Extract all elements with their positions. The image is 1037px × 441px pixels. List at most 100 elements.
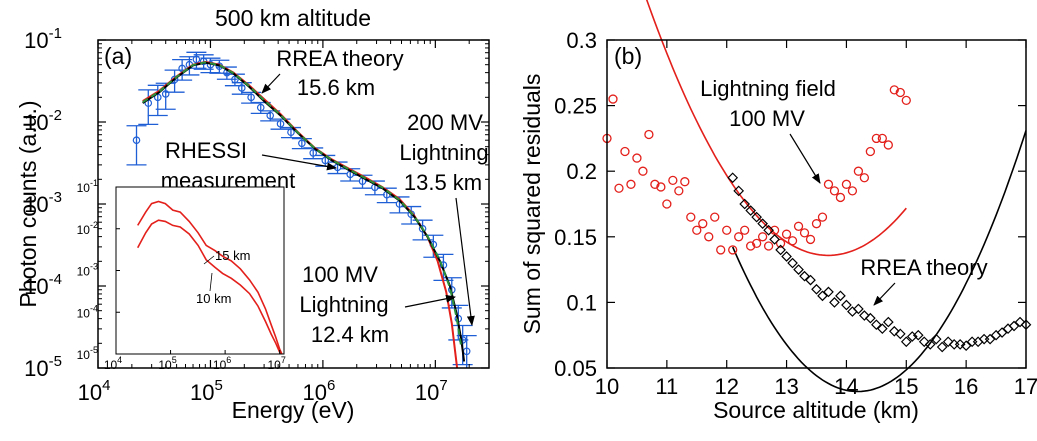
inset-x-tick-label: 107 xyxy=(267,355,285,372)
residual-point-rrea xyxy=(876,323,888,334)
panel-b-frame xyxy=(606,39,1027,369)
residual-point-lightning xyxy=(704,232,714,242)
inset-x-tick-label: 106 xyxy=(213,355,231,372)
residual-point-rrea xyxy=(727,172,739,184)
rhessi-data-point xyxy=(418,224,427,233)
residual-point-rrea xyxy=(853,303,864,315)
residual-point-rrea xyxy=(1008,320,1020,332)
panel-b-ylabel: Sum of squared residuals xyxy=(519,74,545,335)
rhessi-data-point xyxy=(132,136,141,144)
residual-point-lightning xyxy=(674,186,684,196)
residual-point-rrea xyxy=(859,310,870,321)
panel-a-xlabel: Energy (eV) xyxy=(232,397,355,423)
annotation-200mv-arrow xyxy=(455,197,475,326)
panel-b-x-tick-label: 10 xyxy=(595,374,619,399)
residual-point-lightning xyxy=(901,95,911,106)
rhessi-data-point xyxy=(276,120,285,128)
annotation-rrea-theory-line2: 15.6 km xyxy=(297,75,375,100)
panel-a-label: (a) xyxy=(104,43,132,69)
residual-point-lightning xyxy=(734,232,744,242)
residual-point-rrea xyxy=(996,327,1008,338)
residual-point-rrea xyxy=(739,198,751,210)
residual-point-rrea xyxy=(829,297,840,308)
inset-ticks: 104 105 106 107 10-5 10-4 10-3 10-2 10-1 xyxy=(77,178,286,372)
residual-point-rrea xyxy=(948,339,960,350)
panel-b: 10 11 12 13 14 15 16 17 0.05 0.1 0.15 0.2 0.25 0.3 (b… xyxy=(519,0,1037,423)
inset-spectrum-line-0 xyxy=(137,200,283,355)
residual-point-rrea xyxy=(990,329,1002,341)
residual-point-rrea xyxy=(900,336,912,348)
residual-point-rrea xyxy=(966,336,978,348)
annotation-lightning-field-arrow xyxy=(789,133,821,184)
residual-point-lightning xyxy=(781,229,792,239)
residual-point-rrea xyxy=(841,299,852,311)
rhessi-data-point xyxy=(321,156,330,165)
residual-point-lightning xyxy=(853,166,864,176)
panel-b-x-tick-label: 15 xyxy=(894,374,918,399)
residual-point-rrea xyxy=(906,331,918,342)
residual-point-lightning xyxy=(686,212,696,222)
inset-background xyxy=(116,187,284,354)
residual-point-rrea xyxy=(960,340,972,352)
residual-point-rrea xyxy=(972,336,984,348)
residual-point-lightning xyxy=(656,182,666,192)
residual-point-rrea xyxy=(781,251,792,262)
residual-point-lightning xyxy=(757,232,768,242)
residual-point-lightning xyxy=(638,166,648,176)
residual-point-rrea xyxy=(942,336,954,348)
residual-point-rrea xyxy=(954,339,966,350)
residual-point-lightning xyxy=(722,225,732,235)
residual-point-lightning xyxy=(829,186,840,196)
residual-point-lightning xyxy=(716,245,726,255)
spectrum-line-3 xyxy=(142,61,463,348)
rhessi-data-point xyxy=(161,90,170,98)
residual-point-lightning xyxy=(662,199,672,209)
panel-b-label: (b) xyxy=(614,43,642,69)
residual-point-rrea xyxy=(811,283,822,295)
panel-b-y-tick-label: 0.3 xyxy=(566,28,597,53)
residual-point-rrea xyxy=(769,234,780,245)
inset-label-10km: 10 km xyxy=(196,291,231,306)
residual-point-rrea xyxy=(918,336,930,348)
annotation-100mv-line3: 12.4 km xyxy=(311,322,389,347)
annotation-rrea-theory-b: RREA theory xyxy=(860,255,987,280)
panel-a-ticks: 104 105 106 107 10-5 10-4 10-3 10-2 10-1 xyxy=(24,25,490,405)
panel-a-ylabel: Photon counts (a.u.) xyxy=(15,100,41,307)
panel-a-x-tick-label: 105 xyxy=(190,377,223,405)
residual-point-lightning xyxy=(692,225,702,235)
inset-y-tick-label: 10-4 xyxy=(77,303,98,320)
residual-point-lightning xyxy=(871,133,882,144)
residual-point-rrea xyxy=(823,286,834,298)
residual-point-rrea xyxy=(912,329,924,341)
panel-b-x-tick-label: 16 xyxy=(954,374,978,399)
rhessi-data-point xyxy=(237,84,246,92)
annotation-rrea-arrow xyxy=(261,73,281,94)
inset-label-15km: 15 km xyxy=(215,248,250,263)
residual-point-rrea xyxy=(894,328,906,340)
residual-point-rrea xyxy=(924,339,936,350)
residual-point-lightning xyxy=(895,87,905,98)
residual-point-rrea xyxy=(805,274,816,286)
residual-point-lightning xyxy=(811,219,822,229)
residual-point-rrea xyxy=(763,224,774,236)
residual-point-rrea xyxy=(835,290,846,302)
rhessi-data-point xyxy=(309,149,318,157)
panel-b-x-tick-label: 12 xyxy=(714,374,738,399)
residual-point-lightning xyxy=(865,146,876,157)
panel-a-x-tick-label: 106 xyxy=(302,377,335,405)
residual-point-lightning xyxy=(608,94,618,104)
residual-point-lightning xyxy=(632,153,642,163)
rhessi-data-point xyxy=(192,55,201,64)
residual-point-lightning xyxy=(728,245,738,255)
panel-a-data-layer xyxy=(126,51,477,368)
annotation-200mv-line3: 13.5 km xyxy=(404,170,482,195)
residual-point-rrea xyxy=(871,319,882,331)
panel-a-y-tick-label: 10-4 xyxy=(24,271,62,299)
panel-b-ticks: 10 11 12 13 14 15 16 17 0.05 0.1 0.15 0.2 0.25 0.3 xyxy=(554,28,1037,399)
residual-point-lightning xyxy=(835,192,846,203)
annotation-rhessi-line1: RHESSI xyxy=(165,138,247,163)
panel-a-y-tick-label: 10-3 xyxy=(24,189,62,217)
residual-point-lightning xyxy=(668,175,678,186)
residual-point-rrea xyxy=(984,333,996,345)
